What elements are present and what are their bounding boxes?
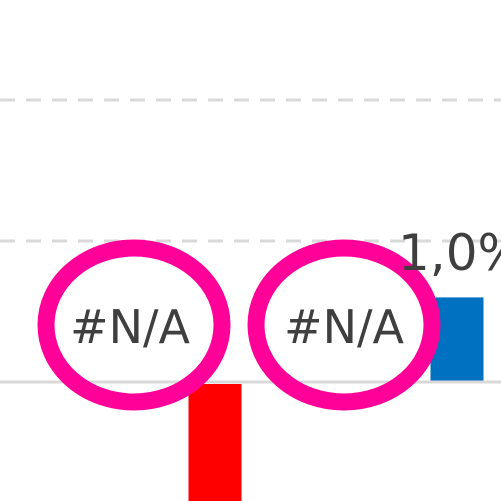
highlight-ring	[247, 239, 441, 411]
gridlines	[0, 98, 501, 243]
data-label-na: #N/A	[284, 300, 404, 354]
bar	[430, 297, 484, 382]
data-labels: #N/A #N/A 1,0%	[37, 224, 501, 411]
data-label-value: 1,0%	[398, 224, 501, 282]
highlight-ring	[37, 239, 231, 411]
bar	[188, 384, 242, 501]
bars	[188, 297, 484, 501]
data-label-na: #N/A	[70, 300, 190, 354]
